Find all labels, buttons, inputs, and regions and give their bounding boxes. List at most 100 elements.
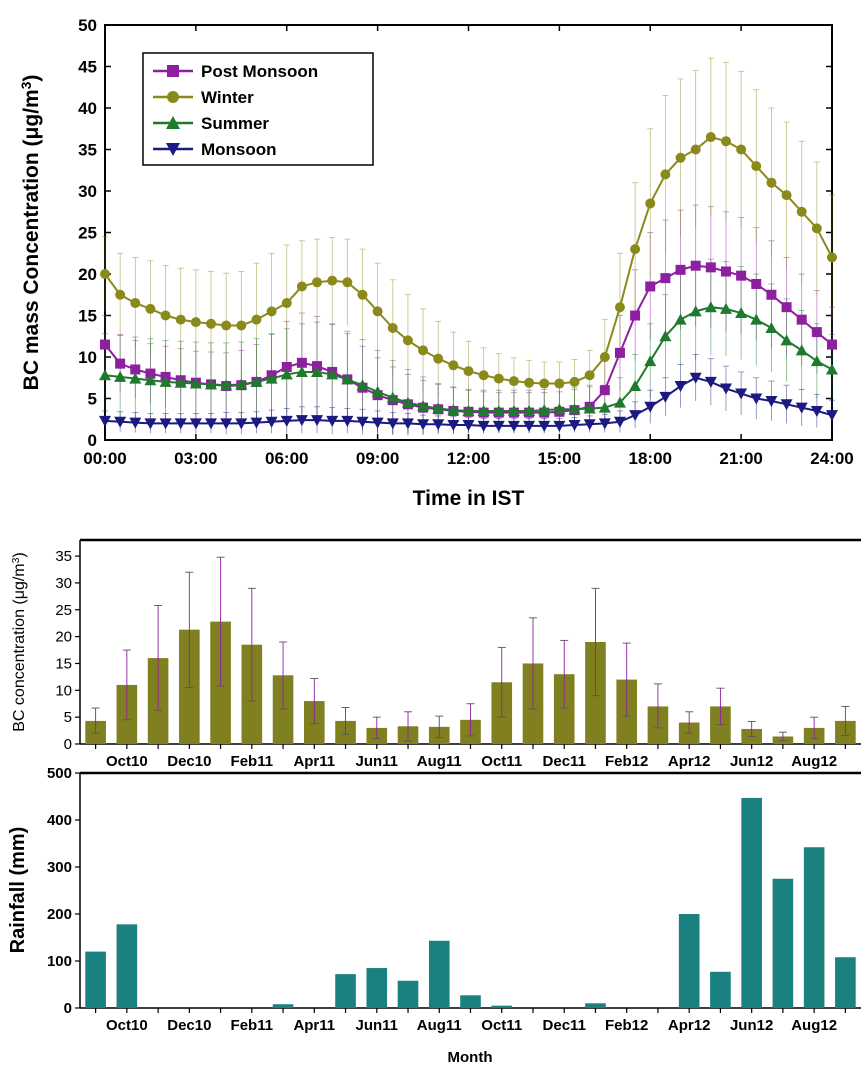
x-tick-label: 21:00	[719, 449, 762, 468]
data-point	[99, 415, 111, 427]
data-point	[130, 298, 141, 309]
data-point	[735, 388, 748, 400]
data-point	[295, 365, 308, 377]
data-point	[326, 415, 339, 427]
bc-monthly-chart: 0 5 10 15 20 25 30 35 Oct10 Dec10 Feb11 Apr11 Jun11 A…	[11, 538, 861, 770]
bar	[366, 968, 388, 1008]
data-point	[674, 313, 687, 325]
bar	[397, 980, 419, 1008]
data-point	[280, 415, 293, 427]
data-point	[538, 420, 551, 432]
legend-label: Post Monsoon	[201, 62, 318, 81]
data-point	[523, 420, 536, 432]
data-point	[781, 302, 792, 313]
data-point	[189, 377, 202, 389]
data-point	[312, 277, 323, 288]
x-tick-label: Oct11	[481, 753, 522, 770]
data-point	[190, 317, 201, 328]
y-tick-label: 15	[78, 307, 97, 326]
data-point	[296, 281, 307, 292]
data-point	[750, 393, 763, 405]
bar	[85, 951, 106, 1008]
data-point	[614, 302, 625, 313]
data-point	[630, 310, 641, 321]
data-point	[417, 399, 430, 411]
data-point	[583, 402, 596, 414]
data-point	[401, 396, 414, 408]
x-tick-label: Feb11	[231, 753, 274, 770]
x-tick-label: Feb12	[605, 1017, 648, 1034]
data-point	[553, 420, 566, 432]
data-point	[629, 410, 642, 422]
data-point	[114, 416, 127, 428]
bar	[272, 675, 294, 744]
data-point	[477, 404, 490, 416]
data-point	[538, 404, 551, 416]
data-point	[295, 415, 308, 427]
bar	[491, 1005, 513, 1008]
data-point	[387, 322, 398, 333]
data-point	[167, 91, 179, 103]
y-tick-label: 25	[55, 602, 72, 619]
data-point	[372, 306, 383, 317]
bar	[835, 957, 856, 1008]
data-point	[630, 244, 641, 255]
data-point	[236, 320, 247, 331]
x-tick-label: 12:00	[447, 449, 490, 468]
data-point	[235, 418, 248, 430]
data-point	[524, 377, 535, 388]
data-point	[736, 270, 747, 281]
data-point	[478, 370, 489, 381]
bar	[553, 674, 575, 744]
data-point	[795, 344, 808, 356]
data-point	[735, 307, 748, 319]
data-point	[584, 370, 595, 381]
data-point	[569, 376, 580, 387]
data-point	[166, 143, 180, 156]
data-point	[810, 405, 823, 417]
y-tick-label: 200	[47, 906, 72, 923]
x-tick-label: Oct11	[481, 1017, 522, 1034]
data-point	[265, 372, 278, 384]
data-point	[432, 419, 445, 431]
data-point	[357, 289, 368, 300]
data-point	[660, 169, 671, 180]
data-point	[174, 376, 187, 388]
x-tick-label: 03:00	[174, 449, 217, 468]
data-point	[145, 303, 156, 314]
data-point	[780, 399, 793, 411]
data-point	[598, 401, 611, 413]
data-point	[220, 418, 233, 430]
x-tick-label: Aug12	[791, 753, 837, 770]
data-point	[644, 355, 657, 367]
diurnal-chart: 0 5 10 15 20 25 30 35 40 45 50 00:00 03:00 06:00 09:00…	[19, 16, 854, 510]
x-tick-label: Feb12	[605, 753, 648, 770]
data-point	[463, 366, 474, 377]
data-point	[826, 363, 838, 375]
legend: Post Monsoon Winter Summer Monsoon	[142, 52, 374, 166]
data-point	[205, 418, 218, 430]
y-tick-label: 0	[64, 1000, 72, 1017]
y-tick-label: 10	[78, 348, 97, 367]
data-point	[674, 381, 687, 393]
data-point	[705, 132, 716, 143]
x-tick-label: 15:00	[538, 449, 581, 468]
data-point	[477, 420, 490, 432]
data-point	[689, 305, 702, 317]
data-point	[765, 321, 778, 333]
data-point	[751, 161, 762, 172]
data-point	[250, 417, 263, 429]
data-point	[539, 378, 550, 389]
y-tick-label: 20	[78, 265, 97, 284]
y-tick-label: 45	[78, 58, 97, 77]
data-point	[493, 373, 504, 384]
y-tick-label: 15	[55, 655, 72, 672]
data-point	[356, 379, 369, 391]
data-point	[568, 403, 581, 415]
data-point	[129, 372, 142, 384]
y-tick-label: 500	[47, 765, 72, 782]
x-tick-label: 24:00	[810, 449, 853, 468]
data-point	[175, 314, 186, 325]
data-point	[166, 116, 180, 129]
